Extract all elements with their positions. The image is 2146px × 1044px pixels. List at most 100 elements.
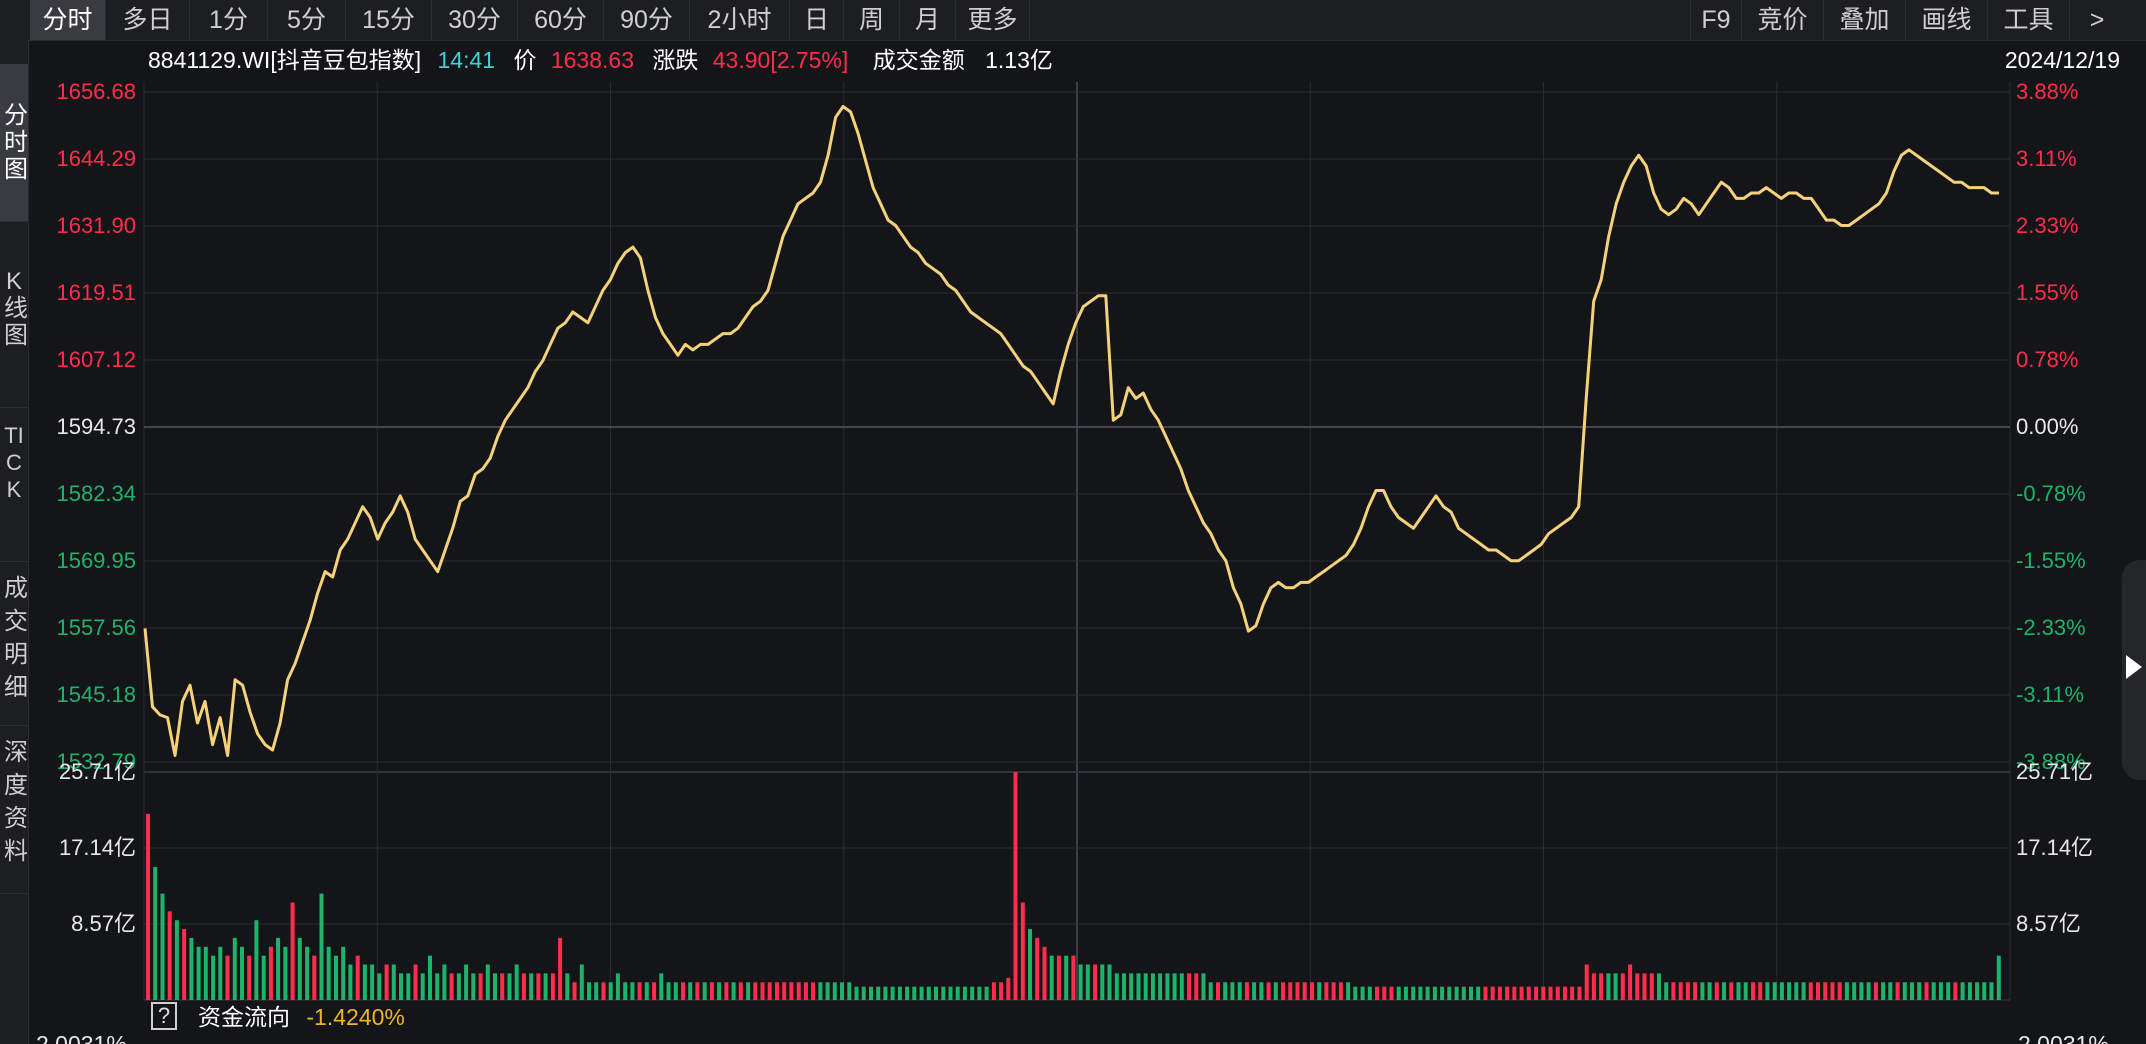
volume-bar bbox=[1403, 986, 1408, 1000]
chevron-right-icon[interactable]: > bbox=[2089, 6, 2105, 34]
volume-bar bbox=[362, 964, 367, 1000]
tab-week[interactable]: 周 bbox=[844, 0, 900, 40]
volume-bar bbox=[1844, 982, 1849, 1000]
volume-bar bbox=[211, 955, 216, 1000]
percent-tick-label: 0.78% bbox=[2016, 347, 2079, 372]
volume-bar bbox=[1563, 986, 1567, 1000]
expand-panel-icon[interactable] bbox=[2126, 655, 2142, 679]
auction-button[interactable]: 竞价 bbox=[1742, 0, 1824, 40]
volume-bar bbox=[283, 946, 288, 1000]
fund-flow-indicator: 资金流向 -1.4240% bbox=[198, 1000, 405, 1034]
volume-bar bbox=[1490, 986, 1495, 1000]
volume-bar bbox=[579, 964, 584, 1000]
price-tick-label: 1607.12 bbox=[56, 347, 136, 372]
volume-bar bbox=[1657, 973, 1661, 1000]
volume-bar bbox=[1194, 973, 1199, 1000]
tab-more[interactable]: 更多 bbox=[956, 0, 1030, 40]
volume-bar bbox=[1223, 982, 1228, 1000]
sidebar-item-kline-chart[interactable]: K线图 bbox=[0, 222, 28, 408]
volume-bar bbox=[160, 893, 165, 1000]
volume-bar bbox=[840, 982, 844, 1000]
volume-bar bbox=[348, 964, 353, 1000]
tab-month[interactable]: 月 bbox=[900, 0, 956, 40]
volume-bar bbox=[536, 973, 541, 1000]
volume-bar bbox=[883, 986, 888, 1000]
draw-line-button[interactable]: 画线 bbox=[1906, 0, 1988, 40]
tab-multi-day[interactable]: 多日 bbox=[106, 0, 190, 40]
help-icon[interactable]: ? bbox=[151, 1002, 177, 1030]
volume-bar bbox=[1216, 982, 1220, 1000]
tools-button[interactable]: 工具 bbox=[1988, 0, 2070, 40]
volume-bar bbox=[543, 973, 548, 1000]
volume-bar bbox=[290, 902, 295, 1000]
volume-bar bbox=[1902, 982, 1907, 1000]
sidebar-item-tick[interactable]: TICK bbox=[0, 408, 28, 562]
volume-bar bbox=[1924, 982, 1929, 1000]
volume-bar bbox=[1635, 973, 1640, 1000]
chart-grid bbox=[143, 82, 2011, 1001]
volume-bar bbox=[984, 986, 989, 1000]
tab-15min[interactable]: 15分 bbox=[346, 0, 432, 40]
volume-bar bbox=[905, 986, 910, 1000]
volume-bar bbox=[912, 986, 917, 1000]
volume-bar bbox=[1259, 982, 1264, 1000]
volume-bar bbox=[1953, 982, 1958, 1000]
price-value: 1638.63 bbox=[550, 47, 634, 73]
volume-bar bbox=[1078, 964, 1083, 1000]
volume-bar bbox=[1454, 986, 1459, 1000]
price-tick-label: 1545.18 bbox=[56, 682, 136, 707]
f9-button[interactable]: F9 bbox=[1690, 0, 1742, 40]
volume-bar bbox=[1837, 982, 1842, 1000]
volume-bar bbox=[652, 982, 657, 1000]
volume-bar bbox=[1714, 982, 1719, 1000]
volume-bar bbox=[601, 982, 606, 1000]
volume-bar bbox=[796, 982, 801, 1000]
volume-bar bbox=[666, 982, 671, 1000]
volume-bar bbox=[1700, 982, 1705, 1000]
price-tick-label: 1644.29 bbox=[56, 146, 136, 171]
volume-bar bbox=[254, 920, 259, 1000]
volume-bar bbox=[225, 955, 230, 1000]
volume-bar bbox=[565, 973, 570, 1000]
sidebar-item-depth-data[interactable]: 深度资料 bbox=[0, 726, 28, 894]
price-label: 价 bbox=[513, 47, 537, 73]
tab-30min[interactable]: 30分 bbox=[432, 0, 518, 40]
volume-bar bbox=[319, 893, 324, 1000]
tab-5min[interactable]: 5分 bbox=[268, 0, 346, 40]
tab-intraday[interactable]: 分时 bbox=[30, 0, 106, 40]
volume-bar bbox=[1729, 982, 1734, 1000]
sidebar-item-intraday-chart[interactable]: 分时图 bbox=[0, 64, 28, 222]
volume-bar bbox=[1823, 982, 1828, 1000]
volume-bar bbox=[876, 986, 881, 1000]
volume-bar bbox=[1982, 982, 1987, 1000]
percent-tick-label: -3.11% bbox=[2016, 682, 2085, 707]
volume-bar bbox=[1591, 973, 1596, 1000]
volume-bar bbox=[1396, 986, 1401, 1000]
volume-bar bbox=[1960, 982, 1965, 1000]
volume-bar bbox=[1230, 982, 1235, 1000]
volume-bar bbox=[1020, 902, 1025, 1000]
tab-90min[interactable]: 90分 bbox=[604, 0, 690, 40]
tab-1min[interactable]: 1分 bbox=[190, 0, 268, 40]
turnover-label: 成交金额 bbox=[872, 47, 965, 73]
volume-bar bbox=[1114, 973, 1119, 1000]
volume-bar bbox=[1049, 955, 1054, 1000]
tab-day[interactable]: 日 bbox=[790, 0, 844, 40]
tab-2hour[interactable]: 2小时 bbox=[690, 0, 790, 40]
sidebar-item-trade-details[interactable]: 成交明细 bbox=[0, 562, 28, 726]
quote-date: 2024/12/19 bbox=[1990, 40, 2120, 80]
volume-bar bbox=[312, 955, 317, 1000]
volume-bar bbox=[1519, 986, 1524, 1000]
volume-bar bbox=[1006, 977, 1011, 1000]
volume-bar bbox=[1628, 964, 1633, 1000]
overlay-button[interactable]: 叠加 bbox=[1824, 0, 1906, 40]
volume-bar bbox=[1382, 986, 1387, 1000]
volume-bar bbox=[305, 946, 310, 1000]
tab-60min[interactable]: 60分 bbox=[518, 0, 604, 40]
volume-bar bbox=[1483, 986, 1488, 1000]
percent-tick-label: -2.33% bbox=[2016, 615, 2086, 640]
volume-bar bbox=[941, 986, 946, 1000]
volume-bar bbox=[1722, 982, 1726, 1000]
volume-bar bbox=[977, 986, 982, 1000]
